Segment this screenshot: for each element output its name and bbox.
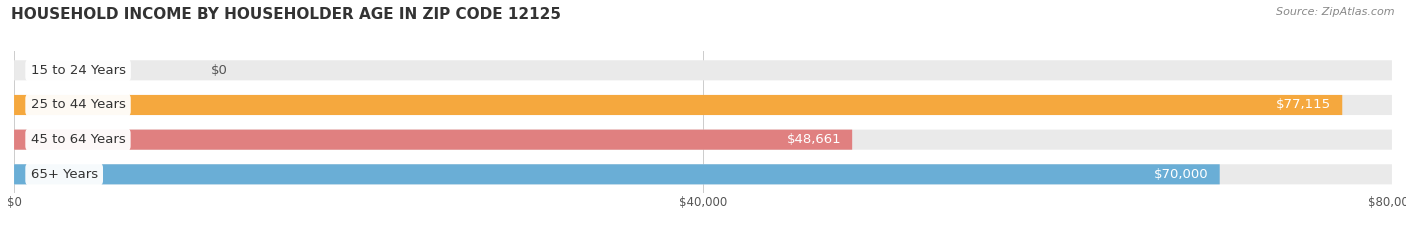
Text: HOUSEHOLD INCOME BY HOUSEHOLDER AGE IN ZIP CODE 12125: HOUSEHOLD INCOME BY HOUSEHOLDER AGE IN Z… bbox=[11, 7, 561, 22]
FancyBboxPatch shape bbox=[14, 95, 1392, 115]
FancyBboxPatch shape bbox=[14, 130, 1392, 150]
Text: $48,661: $48,661 bbox=[786, 133, 841, 146]
FancyBboxPatch shape bbox=[14, 130, 852, 150]
Text: $0: $0 bbox=[211, 64, 228, 77]
Text: 65+ Years: 65+ Years bbox=[31, 168, 98, 181]
Text: 45 to 64 Years: 45 to 64 Years bbox=[31, 133, 125, 146]
Text: 15 to 24 Years: 15 to 24 Years bbox=[31, 64, 125, 77]
Text: $70,000: $70,000 bbox=[1154, 168, 1209, 181]
FancyBboxPatch shape bbox=[14, 164, 1220, 184]
FancyBboxPatch shape bbox=[14, 60, 1392, 80]
Text: Source: ZipAtlas.com: Source: ZipAtlas.com bbox=[1277, 7, 1395, 17]
Text: $77,115: $77,115 bbox=[1277, 99, 1331, 112]
FancyBboxPatch shape bbox=[14, 95, 1343, 115]
Text: 25 to 44 Years: 25 to 44 Years bbox=[31, 99, 125, 112]
FancyBboxPatch shape bbox=[14, 164, 1392, 184]
